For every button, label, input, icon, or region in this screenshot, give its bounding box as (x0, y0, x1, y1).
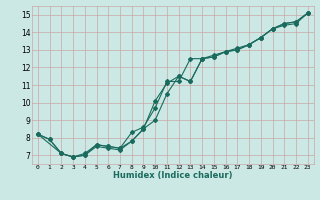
X-axis label: Humidex (Indice chaleur): Humidex (Indice chaleur) (113, 171, 233, 180)
